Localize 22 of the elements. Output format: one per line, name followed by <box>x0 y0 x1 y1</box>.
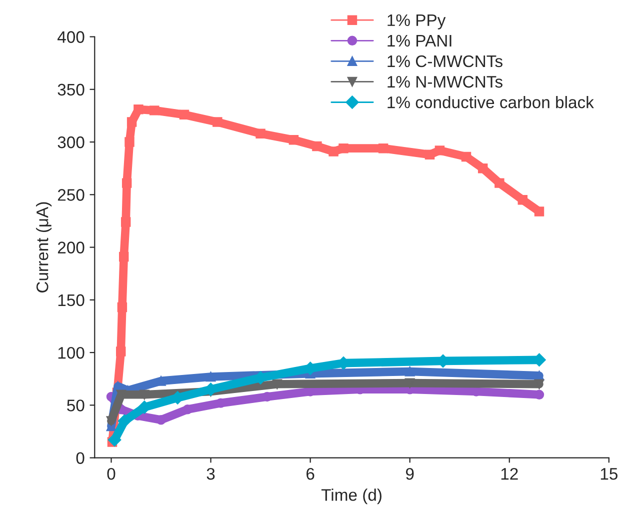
x-tick-label: 15 <box>600 468 618 480</box>
y-tick-label: 250 <box>58 189 84 201</box>
legend-label: 1% N-MWCNTs <box>388 76 502 88</box>
legend-label: 1% PANI <box>388 34 452 47</box>
y-tick-label: 150 <box>58 294 84 306</box>
x-axis-title: Time (d) <box>321 488 382 504</box>
y-tick-label: 100 <box>58 346 84 359</box>
x-tick-label: 6 <box>306 468 314 480</box>
y-axis-title: Current (μA) <box>36 202 52 292</box>
legend-label: 1% conductive carbon black <box>388 96 594 108</box>
y-tick-label: 400 <box>58 31 84 43</box>
legend-label: 1% C-MWCNTs <box>388 55 502 68</box>
x-tick-label: 0 <box>107 468 116 480</box>
y-tick-label: 50 <box>67 400 84 412</box>
y-tick-label: 0 <box>76 452 84 464</box>
x-tick-label: 9 <box>406 468 414 480</box>
y-tick-label: 300 <box>58 136 84 148</box>
x-tick-label: 12 <box>501 468 518 480</box>
y-tick-label: 350 <box>58 84 84 96</box>
x-tick-label: 3 <box>206 468 215 480</box>
y-tick-label: 200 <box>58 242 84 254</box>
legend-label: 1% PPy <box>388 14 446 30</box>
